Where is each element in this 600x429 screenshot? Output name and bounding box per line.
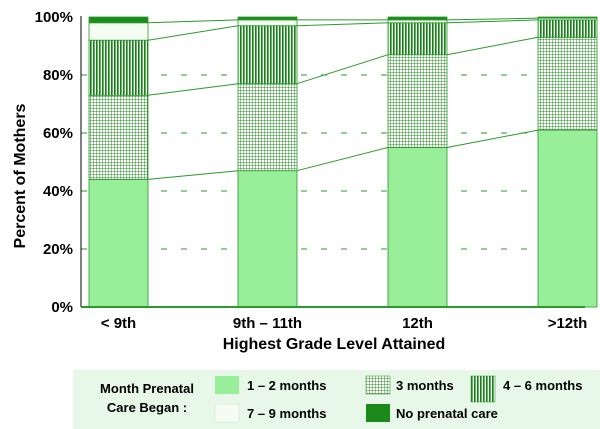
x-tick-label: 12th [402,315,433,332]
bar-segment-no-prenatal-care [537,16,598,19]
bar-segment-7-9-months [387,19,448,24]
bar-segment-4-6-months [387,22,448,56]
x-tick-label: < 9th [101,315,136,332]
connector-line [296,54,389,85]
x-tick-labels: < 9th 9th – 11th 12th >12th [101,315,588,332]
gridlines [81,74,585,250]
connector-lines [147,17,539,180]
connector-line [296,147,389,172]
y-tick-labels: 0% 20% 40% 60% 80% 100% [35,9,73,316]
x-axis-title: Highest Grade Level Attained [223,336,446,353]
y-tick-label: 100% [35,9,73,26]
bar-segment-1-2-months [88,178,149,308]
y-tick-label: 20% [43,241,73,258]
legend-label-no-prenatal-care: No prenatal care [396,406,498,421]
legend-label-7-9-months: 7 – 9 months [247,406,326,421]
bar-segment-3-months [537,36,598,131]
legend-background [73,370,600,429]
connector-line [296,22,389,27]
bar-segment-4-6-months [237,25,298,85]
legend-swatch-no-prenatal-care [366,404,390,422]
bar-segment-3-months [237,83,298,172]
bar-segment-3-months [387,54,448,148]
legend-title-line2: Care Began : [107,400,187,415]
bar-segment-1-2-months [237,170,298,308]
legend-swatch-4-6-months [470,375,496,403]
connector-line [147,170,239,180]
bars [88,16,598,308]
bar-segment-1-2-months [537,129,598,308]
bar-segment-no-prenatal-care [88,16,149,24]
connector-line [147,19,239,24]
legend-title-line1: Month Prenatal [100,381,194,396]
y-tick-label: 0% [51,299,73,316]
y-tick-label: 60% [43,125,73,142]
x-tick-label: 9th – 11th [233,315,302,332]
legend-label-4-6-months: 4 – 6 months [503,378,582,393]
bar-segment-3-months [88,94,149,180]
bar-segment-no-prenatal-care [237,16,298,21]
bar-segment-7-9-months [88,22,149,41]
bar-segment-7-9-months [237,19,298,27]
legend-label-3-months: 3 months [396,378,454,393]
bar-segment-4-6-months [537,19,598,38]
legend-label-1-2-months: 1 – 2 months [247,378,326,393]
connector-line [446,19,539,24]
y-axis-title: Percent of Mothers [12,103,29,248]
y-tick-label: 80% [43,67,73,84]
legend-swatch-3-months [365,375,391,395]
connector-line [446,129,539,148]
bar-segment-4-6-months [88,39,149,96]
bar-segment-1-2-months [387,147,448,308]
bar-segment-no-prenatal-care [387,16,448,21]
y-tick-label: 40% [43,183,73,200]
legend-swatch-7-9-months [214,403,240,423]
legend-swatch-1-2-months [215,376,239,394]
connector-line [147,25,239,41]
x-tick-label: >12th [548,315,588,332]
connector-line [446,36,539,56]
connector-line [446,17,539,21]
connector-line [147,83,239,96]
legend: Month Prenatal Care Began : 1 – 2 months… [73,370,600,429]
